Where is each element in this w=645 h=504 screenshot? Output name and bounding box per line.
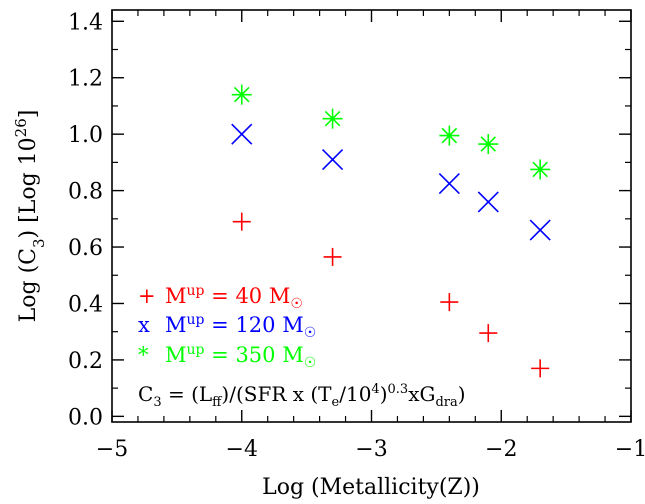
- legend-entry-red: + Mup = 40 M☉: [138, 283, 303, 312]
- point-x-4: [529, 219, 551, 241]
- legend-symbol-plus: +: [138, 284, 156, 308]
- legend-symbol-x: x: [138, 313, 150, 337]
- point-x-0: [231, 123, 253, 145]
- legend-label-green: Mup = 350 M☉: [165, 342, 316, 371]
- x-tick-label: −2: [485, 437, 517, 462]
- point-asterisk-4: [530, 159, 551, 180]
- legend-label-blue: Mup = 120 M☉: [165, 312, 316, 341]
- x-tick-label: −3: [355, 437, 387, 462]
- y-tick-label: 1.4: [68, 10, 103, 35]
- y-tick-label: 0.0: [68, 405, 103, 430]
- legend-entry-blue: x Mup = 120 M☉: [138, 312, 316, 341]
- point-asterisk-3: [478, 134, 499, 155]
- formula-annotation: C3 = (Lff)/(SFR x (Te/104)0.3xGdra): [138, 382, 466, 410]
- y-tick-label: 1.0: [68, 123, 103, 148]
- y-tick-label: 0.8: [68, 180, 103, 205]
- point-plus-4: [531, 359, 550, 378]
- point-plus-3: [479, 324, 498, 343]
- point-plus-0: [232, 212, 251, 231]
- plot-frame: [111, 9, 632, 423]
- point-plus-1: [323, 247, 342, 266]
- point-asterisk-1: [322, 108, 343, 129]
- y-tick-label: 0.2: [68, 349, 103, 374]
- legend-entry-green: * Mup = 350 M☉: [138, 342, 316, 371]
- y-tick-label: 0.6: [68, 236, 103, 261]
- point-x-2: [438, 172, 460, 195]
- y-tick-label: 0.4: [68, 292, 103, 317]
- y-axis-label: Log (C3) [Log 1026]: [12, 110, 48, 323]
- legend: + Mup = 40 M☉ x Mup = 120 M☉ * Mup = 350…: [138, 283, 316, 371]
- point-asterisk-2: [439, 125, 460, 146]
- axis-ticks: [111, 10, 632, 422]
- point-x-3: [477, 191, 499, 213]
- x-tick-label: −5: [96, 437, 128, 462]
- point-asterisk-0: [231, 84, 252, 105]
- x-tick-label: −4: [226, 437, 258, 462]
- data-marks: [231, 84, 551, 378]
- legend-label-red: Mup = 40 M☉: [165, 283, 303, 312]
- y-tick-label: 1.2: [68, 67, 103, 92]
- point-plus-2: [440, 293, 459, 312]
- point-x-1: [322, 148, 344, 171]
- x-tick-label: −1: [615, 437, 645, 462]
- legend-symbol-asterisk: *: [138, 343, 149, 367]
- x-axis-label: Log (Metallicity(Z)): [262, 475, 480, 500]
- tick-labels: −5 −4 −3 −2 −1 0.0 0.2 0.4 0.6 0.8 1.0 1.2 1.4: [68, 10, 645, 462]
